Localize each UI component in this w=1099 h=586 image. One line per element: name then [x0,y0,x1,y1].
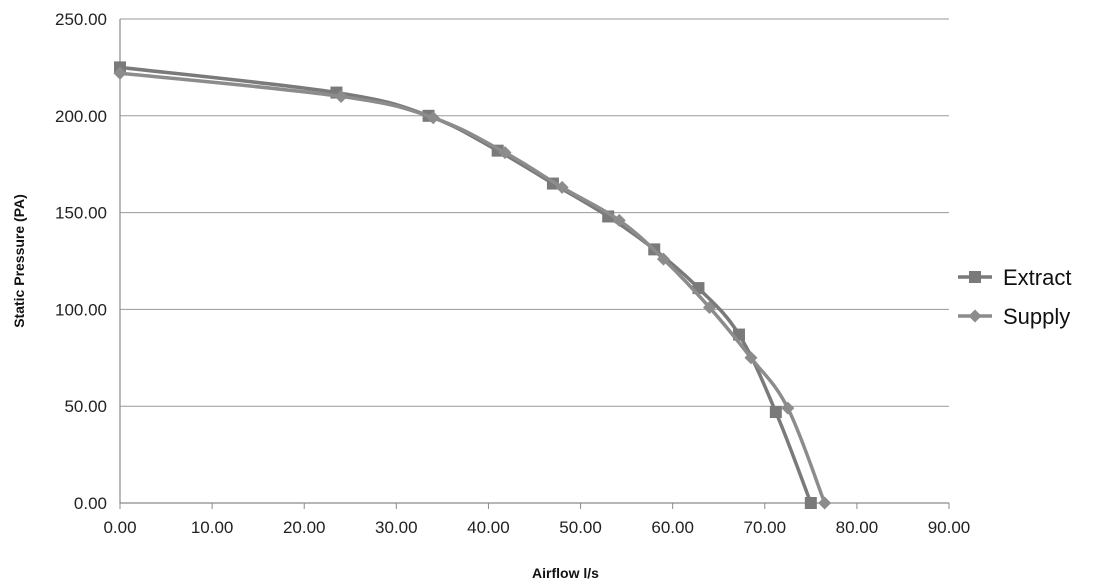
legend-marker-extract [969,271,981,283]
data-point-supply [744,351,758,365]
legend-label-supply: Supply [1003,304,1070,329]
series-line-supply [119,71,827,504]
x-tick-label: 80.00 [836,518,879,537]
axes [119,19,950,509]
x-axis-title: Airflow l/s [532,565,599,581]
data-point-supply [555,180,569,194]
data-point-supply [113,66,127,80]
data-point-supply [703,300,717,314]
data-point-supply [656,252,670,266]
x-tick-label: 0.00 [103,518,136,537]
y-tick-label: 50.00 [64,397,107,416]
y-tick-label: 200.00 [55,107,107,126]
data-point-supply [498,146,512,160]
gridlines [120,18,949,407]
x-tick-label: 20.00 [283,518,326,537]
y-tick-label: 100.00 [55,300,107,319]
data-point-extract [804,497,817,509]
data-point-supply [781,401,795,415]
x-tick-label: 90.00 [928,518,971,537]
legend-item-extract: Extract [958,265,1071,290]
x-tick-label: 40.00 [467,518,510,537]
y-tick-label: 150.00 [55,204,107,223]
series-group [113,61,832,510]
legend: Extract Supply [958,265,1071,329]
legend-item-supply: Supply [958,304,1070,329]
x-tick-label: 70.00 [744,518,787,537]
legend-marker-supply [968,309,982,323]
data-point-supply [818,496,832,510]
data-point-extract [769,406,782,419]
x-tick-label: 50.00 [559,518,602,537]
y-tick-labels: 0.00 50.00 100.00 150.00 200.00 250.00 [55,10,107,513]
x-tick-label: 30.00 [375,518,418,537]
series-extract [114,61,817,509]
data-point-supply [426,111,440,125]
legend-label-extract: Extract [1003,265,1071,290]
series-supply [113,66,832,510]
y-tick-label: 0.00 [74,494,107,513]
data-point-supply [334,89,348,103]
x-tick-label: 10.00 [191,518,234,537]
y-axis-title: Static Pressure (PA) [11,194,27,328]
data-point-supply [612,213,626,227]
y-tick-label: 250.00 [55,10,107,29]
x-tick-labels: 0.00 10.00 20.00 30.00 40.00 50.00 60.00 70.00 8… [103,518,970,537]
x-tick-label: 60.00 [651,518,694,537]
